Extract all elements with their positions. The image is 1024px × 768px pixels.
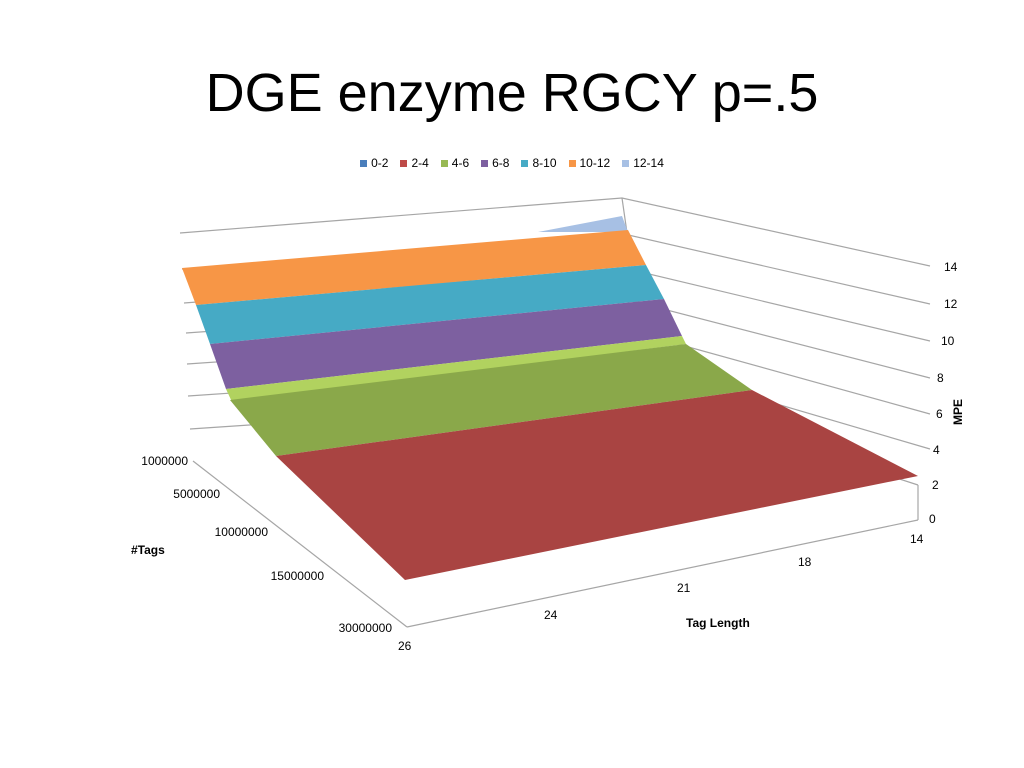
tag-length-axis-line (406, 519, 919, 628)
legend-swatch (400, 159, 408, 167)
surface-band-4-6-top (226, 336, 686, 402)
mpe-tick-0: 0 (929, 512, 936, 526)
legend-label: 6-8 (492, 156, 510, 170)
legend-item-10-12: 10-12 (568, 156, 611, 170)
surface-band-12-14 (538, 216, 628, 232)
surface-band-4-6 (230, 344, 752, 456)
chart-legend: 0-2 2-4 4-6 6-8 8-10 10-12 12-14 (0, 156, 1024, 170)
tags-tick-15000000: 15000000 (271, 569, 325, 583)
mpe-tick-8: 8 (937, 371, 944, 385)
legend-label: 0-2 (371, 156, 389, 170)
tag-length-tick-18: 18 (798, 555, 812, 569)
legend-item-12-14: 12-14 (622, 156, 664, 170)
legend-swatch (481, 159, 489, 167)
tags-tick-5000000: 5000000 (173, 487, 220, 501)
legend-label: 12-14 (633, 156, 664, 170)
surface-band-8-10 (196, 265, 664, 344)
tags-axis-title: #Tags (131, 543, 165, 557)
legend-swatch (521, 159, 529, 167)
legend-item-4-6: 4-6 (440, 156, 470, 170)
legend-swatch (360, 159, 368, 167)
mpe-tick-14: 14 (944, 260, 958, 274)
mpe-tick-12: 12 (944, 297, 958, 311)
tag-length-tick-24: 24 (544, 608, 558, 622)
mpe-axis-ticks: 14 12 10 8 6 4 2 0 MPE (929, 260, 965, 526)
tag-length-axis-ticks: 26 24 21 18 14 Tag Length (398, 532, 924, 653)
surface-band-10-12 (182, 230, 646, 305)
tag-length-tick-26: 26 (398, 639, 412, 653)
mpe-tick-10: 10 (941, 334, 955, 348)
legend-item-2-4: 2-4 (400, 156, 429, 170)
tags-tick-10000000: 10000000 (215, 525, 269, 539)
legend-swatch (622, 159, 630, 167)
mpe-tick-2: 2 (932, 478, 939, 492)
mpe-tick-6: 6 (936, 407, 943, 421)
tags-tick-1000000: 1000000 (141, 454, 188, 468)
legend-label: 8-10 (532, 156, 557, 170)
surface-band-6-8 (210, 299, 682, 389)
legend-item-0-2: 0-2 (360, 156, 388, 170)
surface (182, 216, 918, 580)
tag-length-axis-title: Tag Length (686, 616, 750, 630)
legend-item-8-10: 8-10 (521, 156, 557, 170)
legend-swatch (568, 159, 576, 167)
legend-item-6-8: 6-8 (481, 156, 509, 170)
legend-label: 4-6 (451, 156, 470, 170)
floor-axes (192, 460, 919, 628)
tag-length-tick-14: 14 (910, 532, 924, 546)
slide-title: DGE enzyme RGCY p=.5 (205, 63, 819, 123)
tags-tick-30000000: 30000000 (339, 621, 393, 635)
legend-label: 10-12 (579, 156, 611, 170)
legend-swatch (440, 159, 448, 167)
surface-band-2-4 (276, 390, 918, 580)
mpe-tick-4: 4 (933, 443, 940, 457)
tags-axis-ticks: 1000000 5000000 10000000 15000000 300000… (131, 454, 392, 635)
tag-length-tick-21: 21 (677, 581, 691, 595)
legend-label: 2-4 (411, 156, 429, 170)
mpe-axis-title: MPE (951, 399, 965, 425)
depth-axis-line (192, 460, 408, 628)
